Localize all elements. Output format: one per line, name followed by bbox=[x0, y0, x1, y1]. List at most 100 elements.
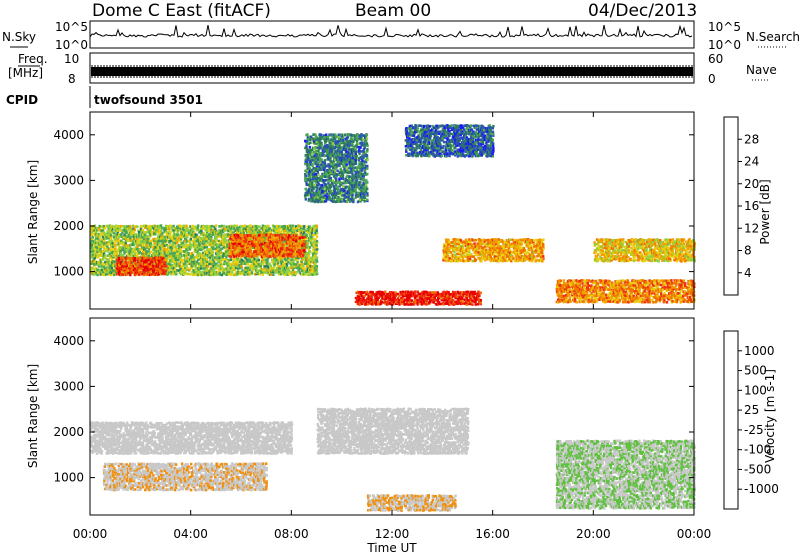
data-cell bbox=[469, 258, 471, 261]
nsearch-label: N.Search bbox=[746, 30, 800, 44]
data-cell bbox=[138, 259, 140, 262]
data-cell bbox=[206, 246, 208, 249]
data-cell bbox=[245, 244, 247, 247]
data-cell bbox=[286, 247, 288, 250]
data-cell bbox=[448, 241, 450, 244]
data-cell bbox=[107, 250, 109, 253]
data-cell bbox=[214, 271, 216, 274]
data-cell bbox=[113, 274, 115, 277]
data-cell bbox=[175, 246, 177, 249]
data-cell bbox=[416, 303, 418, 306]
data-cell bbox=[293, 243, 295, 246]
data-cell bbox=[160, 261, 162, 264]
data-cell bbox=[304, 273, 306, 276]
data-cell bbox=[384, 291, 386, 294]
data-cell bbox=[183, 225, 185, 228]
data-cell bbox=[309, 246, 311, 249]
data-cell bbox=[103, 263, 105, 266]
data-cell bbox=[462, 257, 464, 260]
data-cell bbox=[241, 259, 243, 262]
data-cell bbox=[180, 225, 182, 228]
data-cell bbox=[152, 265, 154, 268]
data-cell bbox=[91, 233, 93, 236]
nsky-tick-top: 10^5 bbox=[55, 20, 88, 34]
data-cell bbox=[216, 273, 218, 276]
data-cell bbox=[414, 290, 416, 293]
data-cell bbox=[130, 272, 132, 275]
data-cell bbox=[262, 234, 264, 237]
data-cell bbox=[223, 225, 225, 228]
freq-trace bbox=[91, 65, 693, 78]
data-cell bbox=[177, 244, 179, 247]
data-cell bbox=[381, 291, 383, 294]
freq-label-line2: [MHz] bbox=[8, 66, 43, 80]
data-cell bbox=[305, 234, 307, 237]
data-cell bbox=[303, 236, 305, 239]
nave-tick-top: 60 bbox=[708, 52, 723, 66]
data-cell bbox=[210, 236, 212, 239]
data-cell bbox=[316, 260, 318, 263]
data-cell bbox=[185, 225, 187, 228]
data-cell bbox=[169, 234, 171, 237]
data-cell bbox=[270, 273, 272, 276]
freq-label-line1: Freq. bbox=[18, 52, 48, 66]
data-cell bbox=[293, 260, 295, 263]
data-cell bbox=[303, 225, 305, 228]
data-cell bbox=[197, 259, 199, 262]
data-cell bbox=[407, 291, 409, 294]
data-cell bbox=[130, 261, 132, 264]
nsky-line bbox=[90, 25, 692, 37]
data-cell bbox=[129, 236, 131, 239]
data-cell bbox=[316, 229, 318, 232]
data-cell bbox=[249, 224, 251, 227]
data-cell bbox=[504, 241, 506, 244]
data-cell bbox=[112, 246, 114, 249]
data-cell bbox=[230, 259, 232, 262]
data-cell bbox=[185, 264, 187, 267]
data-cell bbox=[206, 248, 208, 251]
data-cell bbox=[262, 238, 264, 241]
data-cell bbox=[294, 247, 296, 250]
data-cell bbox=[299, 234, 301, 237]
data-cell bbox=[462, 260, 464, 263]
data-cell bbox=[164, 248, 166, 251]
data-cell bbox=[260, 262, 262, 265]
data-cell bbox=[303, 227, 305, 230]
data-cell bbox=[225, 248, 227, 251]
nsearch-tick-bottom: 10^0 bbox=[708, 38, 741, 52]
data-cell bbox=[437, 291, 439, 294]
data-cell bbox=[122, 274, 124, 277]
data-cell bbox=[208, 263, 210, 266]
data-cell bbox=[484, 239, 486, 242]
data-cell bbox=[440, 303, 442, 306]
data-cell bbox=[467, 291, 469, 294]
data-cell bbox=[212, 250, 214, 253]
data-cell bbox=[207, 265, 209, 268]
nsky-trace bbox=[90, 25, 692, 37]
data-cell bbox=[475, 303, 477, 306]
data-cell bbox=[402, 291, 404, 294]
data-cell bbox=[411, 299, 413, 302]
data-cell bbox=[309, 250, 311, 253]
data-cell bbox=[251, 271, 253, 274]
data-cell bbox=[99, 236, 101, 239]
data-cell bbox=[258, 263, 260, 266]
data-cell bbox=[119, 229, 121, 232]
data-cell bbox=[281, 239, 283, 242]
data-cell bbox=[127, 269, 129, 272]
data-cell bbox=[211, 225, 213, 228]
data-cell bbox=[121, 257, 123, 260]
data-cell bbox=[316, 250, 318, 253]
data-cell bbox=[92, 236, 94, 239]
data-cell bbox=[226, 226, 228, 229]
data-cell bbox=[169, 225, 171, 228]
date-title: 04/Dec/2013 bbox=[588, 1, 697, 21]
data-cell bbox=[237, 247, 239, 250]
data-cell bbox=[480, 299, 482, 302]
data-cell bbox=[316, 240, 318, 243]
data-cell bbox=[311, 257, 313, 260]
data-cell bbox=[470, 253, 472, 256]
data-cell bbox=[121, 232, 123, 235]
data-cell bbox=[150, 251, 152, 254]
data-cell bbox=[96, 274, 98, 277]
